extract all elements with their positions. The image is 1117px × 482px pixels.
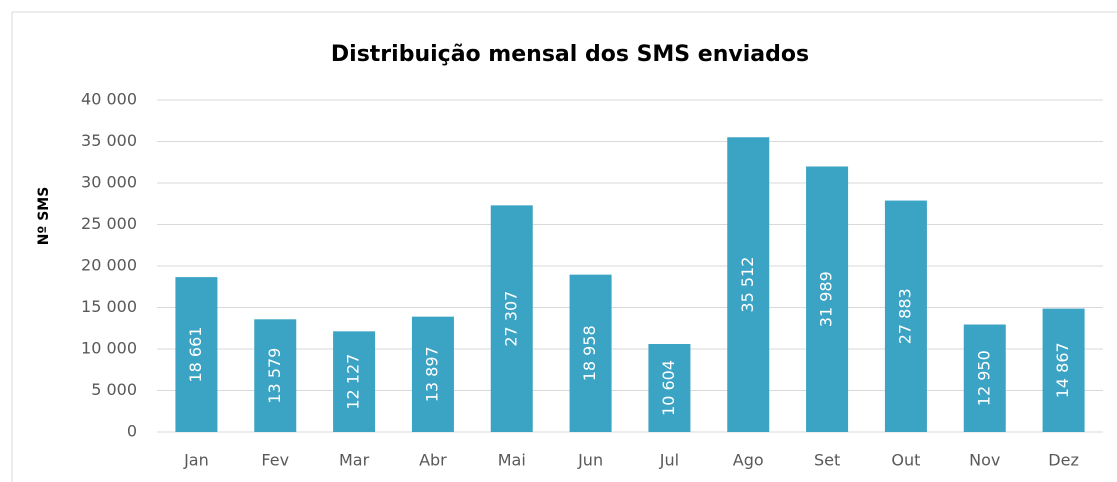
bar <box>411 316 454 432</box>
data-label: 10 604 <box>659 360 678 416</box>
x-tick-label: Mai <box>498 451 526 470</box>
data-label: 13 897 <box>422 346 441 402</box>
x-tick-label: Fev <box>261 451 289 470</box>
data-label: 13 579 <box>265 348 284 404</box>
chart-title: Distribuição mensal dos SMS enviados <box>331 42 809 67</box>
y-tick-label: 35 000 <box>81 131 137 150</box>
x-tick-label: Set <box>814 451 840 470</box>
y-axis-label: Nº SMS <box>36 187 52 246</box>
x-tick-label: Mar <box>339 451 370 470</box>
y-tick-label: 40 000 <box>81 90 137 109</box>
y-tick-label: 20 000 <box>81 256 137 275</box>
x-tick-label: Jul <box>659 451 679 470</box>
data-label: 27 307 <box>501 291 520 347</box>
bar <box>727 137 770 432</box>
bar <box>806 166 849 432</box>
data-label: 12 950 <box>974 350 993 406</box>
x-tick-label: Out <box>891 451 920 470</box>
x-tick-label: Dez <box>1048 451 1079 470</box>
x-tick-label: Jun <box>577 451 603 470</box>
data-label: 12 127 <box>344 354 363 410</box>
x-tick-label: Ago <box>733 451 764 470</box>
y-tick-label: 30 000 <box>81 173 137 192</box>
bar <box>490 205 533 432</box>
x-tick-label: Nov <box>969 451 1000 470</box>
bar <box>648 343 691 432</box>
y-tick-label: 10 000 <box>81 339 137 358</box>
data-label: 31 989 <box>817 271 836 327</box>
y-tick-label: 15 000 <box>81 297 137 316</box>
bar <box>569 274 612 432</box>
bar <box>884 200 927 432</box>
bar <box>1042 308 1085 432</box>
y-tick-label: 5 000 <box>91 380 137 399</box>
data-label: 27 883 <box>895 288 914 344</box>
y-tick-label: 25 000 <box>81 214 137 233</box>
data-label: 35 512 <box>738 257 757 313</box>
bar <box>175 277 218 432</box>
data-label: 18 958 <box>580 325 599 381</box>
bar <box>254 319 297 432</box>
y-tick-label: 0 <box>127 422 137 441</box>
bar <box>963 324 1006 432</box>
data-label: 18 661 <box>186 327 205 383</box>
data-label: 14 867 <box>1053 342 1072 398</box>
x-tick-label: Jan <box>183 451 209 470</box>
chart-border <box>11 11 1117 482</box>
bar <box>333 331 376 432</box>
x-tick-label: Abr <box>419 451 447 470</box>
